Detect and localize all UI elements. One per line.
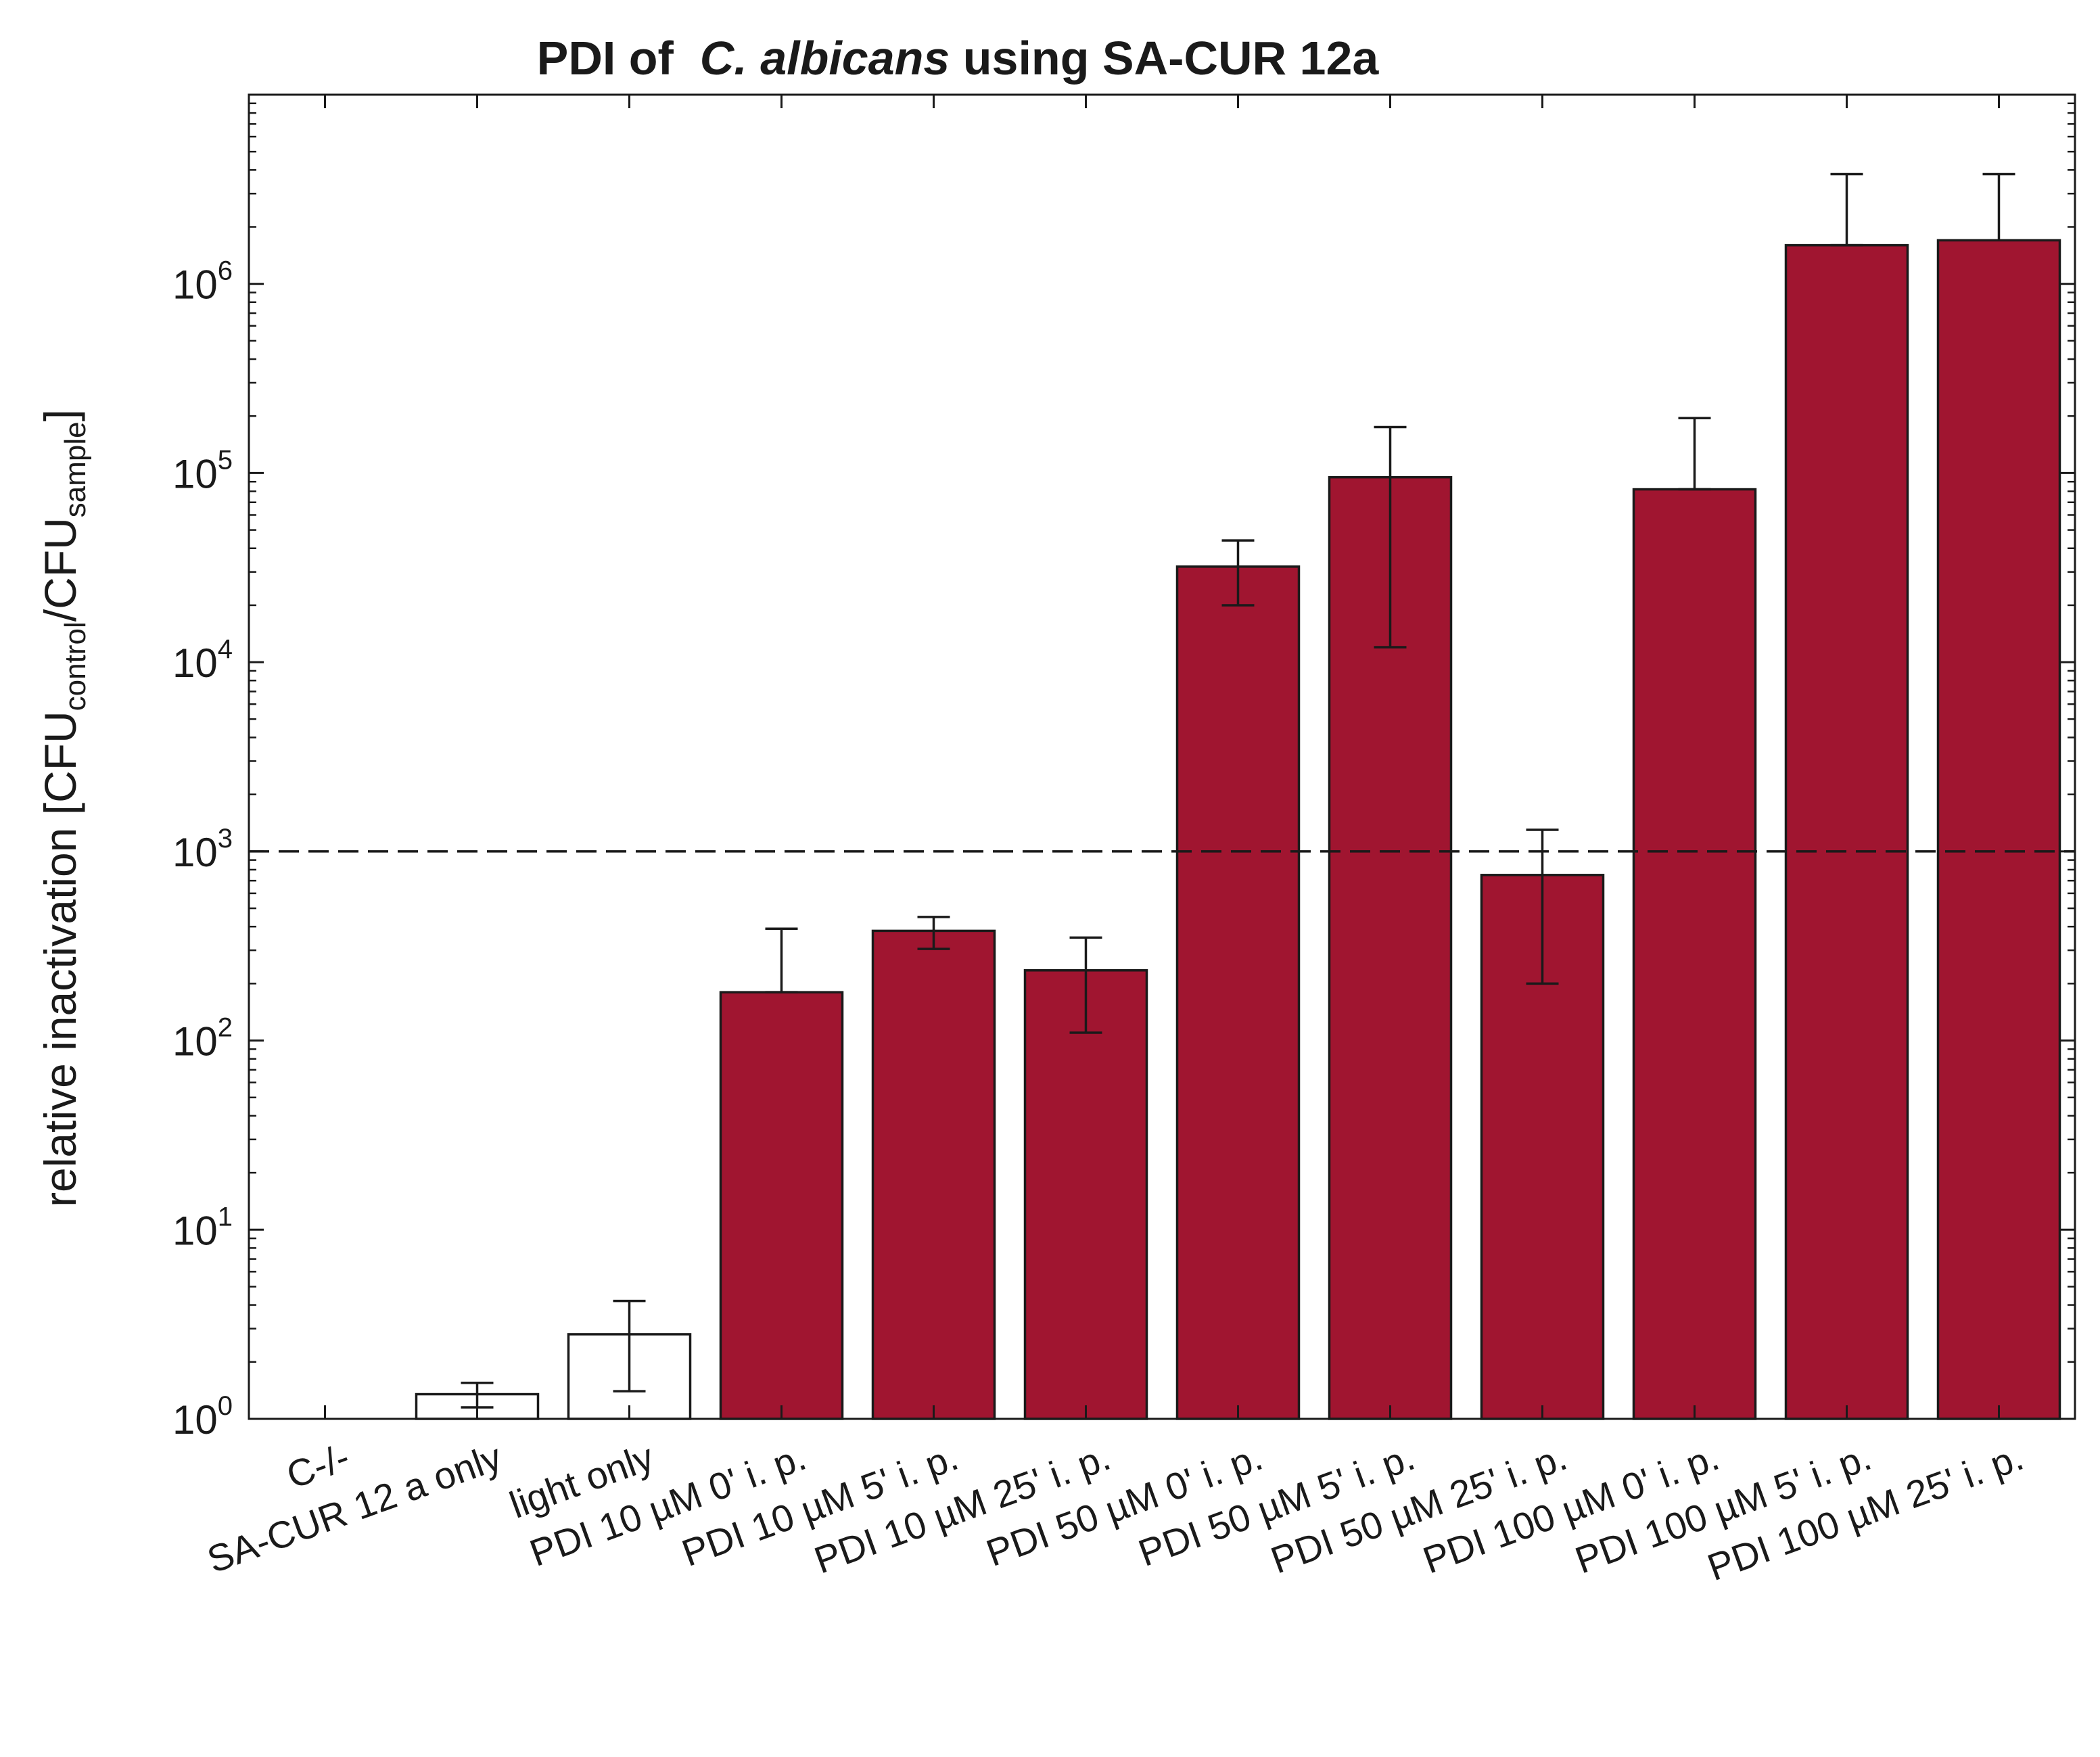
y-tick-label: 102 — [172, 1013, 233, 1064]
plot-frame — [248, 93, 2076, 1420]
y-tick-label: 103 — [172, 824, 233, 875]
y-tick-label: 104 — [172, 634, 233, 686]
chart-title: PDI of C. albicans using SA-CUR 12a — [537, 32, 1380, 85]
bar — [1784, 243, 1909, 1420]
bar — [871, 929, 996, 1420]
x-axis-ticks — [324, 95, 2000, 1419]
y-axis-label: relative inactivation [CFUcontrol/CFUsam… — [35, 409, 92, 1207]
y-tick-label: 105 — [172, 445, 233, 496]
y-tick-label: 100 — [172, 1391, 233, 1443]
y-axis-ticks: 100 101 102 103 104 105 106 — [172, 256, 2075, 1443]
y-tick-label: 101 — [172, 1202, 233, 1253]
bar — [1023, 969, 1148, 1420]
bar — [1632, 488, 1757, 1420]
bar — [1175, 565, 1301, 1420]
bar — [1936, 239, 2061, 1420]
bar — [719, 991, 844, 1420]
minor-ticks — [249, 102, 2075, 1363]
y-tick-label: 106 — [172, 256, 233, 308]
error-bars — [461, 172, 2015, 1409]
